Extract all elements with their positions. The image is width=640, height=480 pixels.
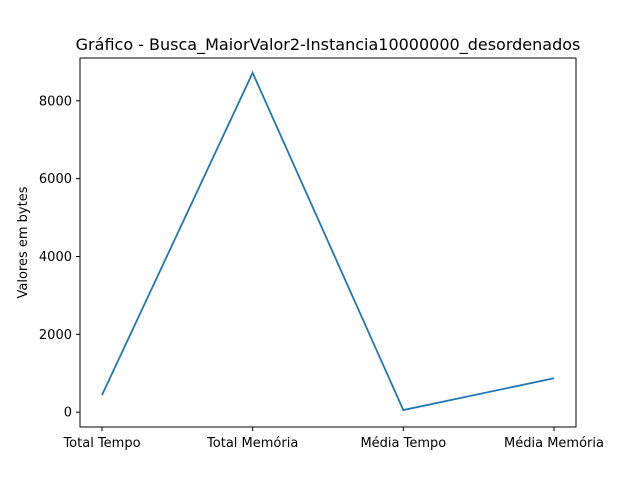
y-axis-label: Valores em bytes <box>16 186 31 298</box>
x-axis: Total Tempo Total Memória Média Tempo Média… <box>62 427 604 451</box>
x-tick-label: Média Memória <box>504 436 604 451</box>
x-tick-label: Total Memória <box>206 436 298 451</box>
x-tick-label: Média Tempo <box>360 436 446 451</box>
y-tick-label: 6000 <box>39 172 72 187</box>
y-tick-label: 0 <box>64 406 72 421</box>
y-tick-label: 8000 <box>39 94 72 109</box>
chart-title: Gráfico - Busca_MaiorValor2-Instancia100… <box>76 35 581 55</box>
plot-area <box>79 57 577 428</box>
y-tick-label: 4000 <box>39 250 72 265</box>
y-tick-label: 2000 <box>39 328 72 343</box>
series-line <box>101 70 555 412</box>
x-tick-label: Total Tempo <box>62 436 140 451</box>
y-axis: 0 2000 4000 6000 8000 <box>39 94 80 421</box>
